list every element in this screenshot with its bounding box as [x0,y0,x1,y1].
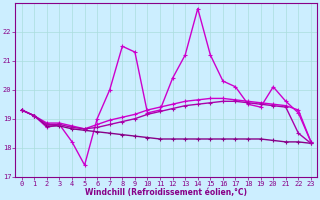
X-axis label: Windchill (Refroidissement éolien,°C): Windchill (Refroidissement éolien,°C) [85,188,247,197]
